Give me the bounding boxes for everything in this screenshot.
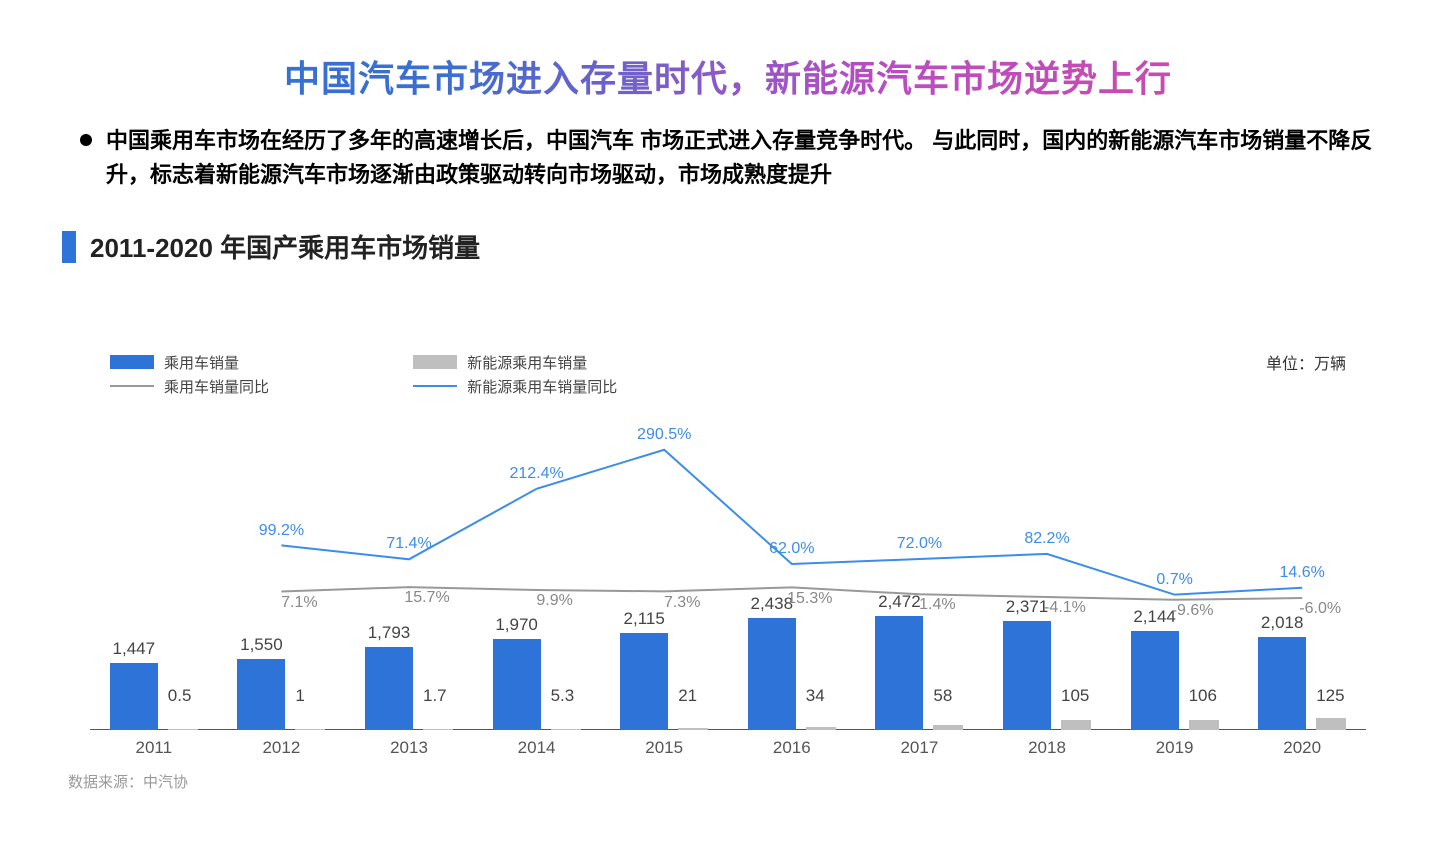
- bar-sec: [933, 725, 963, 731]
- bar-main-value-label: 1,447: [94, 639, 174, 659]
- bar-sec-value-label: 105: [1061, 686, 1101, 706]
- legend-item-line-sec: 新能源乘用车销量同比: [413, 374, 617, 398]
- unit-label: 单位：万辆: [1266, 350, 1346, 374]
- line-sec-value-label: 72.0%: [897, 535, 942, 553]
- bar-main: [110, 663, 158, 730]
- x-axis-tick: 2011: [136, 738, 173, 758]
- x-axis-tick: 2014: [518, 738, 556, 758]
- bar-sec: [551, 729, 581, 730]
- legend-swatch-icon: [110, 385, 154, 387]
- bar-main: [748, 618, 796, 731]
- bar-main-value-label: 1,970: [477, 615, 557, 635]
- bar-sec-value-label: 125: [1316, 686, 1356, 706]
- bar-sec-value-label: 5.3: [551, 686, 591, 706]
- bar-sec-value-label: 1.7: [423, 686, 463, 706]
- bar-sec: [1189, 720, 1219, 730]
- legend-swatch-icon: [413, 385, 457, 387]
- bar-sec: [806, 727, 836, 730]
- bar-sec: [678, 728, 708, 730]
- x-axis-tick: 2015: [645, 738, 683, 758]
- bar-sec-value-label: 58: [933, 686, 973, 706]
- line-sec-value-label: 212.4%: [509, 465, 563, 483]
- x-axis-tick: 2013: [390, 738, 428, 758]
- bullet-text: 中国乘用车市场在经历了多年的高速增长后，中国汽车 市场正式进入存量竞争时代。 与…: [106, 124, 1386, 192]
- line-main-value-label: 9.9%: [536, 592, 572, 610]
- bar-main-value-label: 1,793: [349, 623, 429, 643]
- bar-sec: [423, 729, 453, 730]
- bar-sec: [1316, 718, 1346, 730]
- bar-main-value-label: 1,550: [221, 635, 301, 655]
- legend-item-bar-sec: 新能源乘用车销量: [413, 350, 617, 374]
- chart-title-row: 2011-2020 年国产乘用车市场销量: [40, 210, 1416, 265]
- line-main-value-label: 15.7%: [404, 589, 449, 607]
- bar-main: [875, 616, 923, 730]
- legend-label: 乘用车销量: [164, 352, 239, 373]
- bar-main: [620, 633, 668, 731]
- line-main-value-label: 15.3%: [787, 590, 832, 608]
- bar-sec: [168, 729, 198, 730]
- x-axis-tick: 2018: [1028, 738, 1066, 758]
- line-sec-value-label: 290.5%: [637, 426, 691, 444]
- bar-main-value-label: 2,115: [604, 609, 684, 629]
- legend-label: 乘用车销量同比: [164, 376, 269, 397]
- x-axis-tick: 2016: [773, 738, 811, 758]
- line-main-value-label: -9.6%: [1172, 602, 1214, 620]
- legend-swatch-icon: [110, 355, 154, 369]
- bar-main: [237, 659, 285, 731]
- legend-swatch-icon: [413, 355, 457, 369]
- line-sec-value-label: 0.7%: [1156, 571, 1192, 589]
- source-label: 数据来源：中汽协: [68, 771, 188, 792]
- line-sec-value-label: 99.2%: [259, 522, 304, 540]
- chart-title: 2011-2020 年国产乘用车市场销量: [90, 228, 480, 265]
- line-main-value-label: 7.1%: [281, 594, 317, 612]
- line-sec-value-label: 14.6%: [1280, 564, 1325, 582]
- line-sec-value-label: 82.2%: [1024, 530, 1069, 548]
- legend-label: 新能源乘用车销量同比: [467, 376, 617, 397]
- line-main-value-label: -4.1%: [1044, 599, 1086, 617]
- chart-title-accent-icon: [62, 231, 76, 263]
- bar-sec-value-label: 0.5: [168, 686, 208, 706]
- legend-label: 新能源乘用车销量: [467, 352, 587, 373]
- x-axis-tick: 2020: [1283, 738, 1321, 758]
- bullet-paragraph: 中国乘用车市场在经历了多年的高速增长后，中国汽车 市场正式进入存量竞争时代。 与…: [80, 124, 1386, 192]
- bar-sec-value-label: 34: [806, 686, 846, 706]
- bar-main: [1131, 631, 1179, 730]
- page-title: 中国汽车市场进入存量时代，新能源汽车市场逆势上行: [0, 50, 1456, 102]
- chart-plot-area: 20111,4470.520121,550120131,7931.720141,…: [90, 410, 1366, 730]
- x-axis-tick: 2019: [1156, 738, 1194, 758]
- bar-main: [365, 647, 413, 730]
- legend-item-line-main: 乘用车销量同比: [110, 374, 269, 398]
- line-main-value-label: -6.0%: [1299, 600, 1341, 618]
- bar-sec: [1061, 720, 1091, 730]
- line-main-value-label: 7.3%: [664, 594, 700, 612]
- bar-sec-value-label: 21: [678, 686, 718, 706]
- chart-panel: 2011-2020 年国产乘用车市场销量 乘用车销量 乘用车销量同比 新能源乘用…: [40, 210, 1416, 800]
- x-axis-tick: 2012: [262, 738, 300, 758]
- bar-main: [1003, 621, 1051, 730]
- bar-sec: [295, 729, 325, 730]
- line-sec-value-label: 71.4%: [386, 535, 431, 553]
- bar-main: [1258, 637, 1306, 730]
- line-sec-value-label: 62.0%: [769, 540, 814, 558]
- bullet-dot-icon: [80, 134, 92, 146]
- x-axis-tick: 2017: [900, 738, 938, 758]
- legend: 乘用车销量 乘用车销量同比 新能源乘用车销量 新能源乘用车销量同比: [110, 350, 1346, 398]
- legend-item-bar-main: 乘用车销量: [110, 350, 269, 374]
- bar-sec-value-label: 106: [1189, 686, 1229, 706]
- bar-sec-value-label: 1: [295, 686, 335, 706]
- bar-main: [493, 639, 541, 730]
- chart-line: [281, 450, 1302, 595]
- line-main-value-label: 1.4%: [919, 596, 955, 614]
